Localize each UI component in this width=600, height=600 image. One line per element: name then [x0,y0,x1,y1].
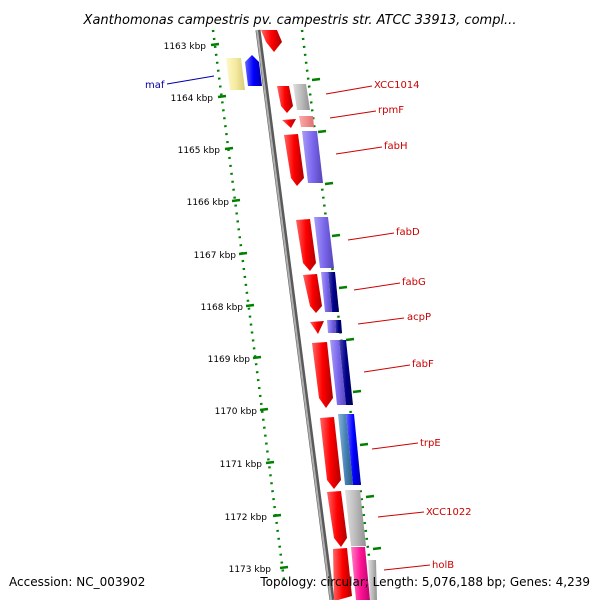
tick-label: 1171 kbp [220,460,263,470]
tick-1168: 1168 kbp [201,303,255,313]
map-title: Xanthomonas campestris pv. campestris st… [83,13,517,28]
gene-arrow-fabf-domain[interactable] [339,340,353,405]
gene-arrow-fabg-domain[interactable] [328,272,339,312]
gene-arrow-rpmf-rna[interactable] [299,116,314,127]
tick-label: 1169 kbp [208,355,251,365]
gene-arrow-holb-rna[interactable] [368,560,377,600]
tick-1163: 1163 kbp [164,42,220,52]
gene-arrow-fabd-protein[interactable] [314,217,334,268]
gene-arrow-trpe-protein[interactable] [338,414,353,485]
gene-arrow-holb[interactable] [333,548,352,600]
tick-1170: 1170 kbp [215,407,269,417]
gene-arrow-holb-protein[interactable] [351,547,370,600]
tick-1173: 1173 kbp [229,565,289,575]
tick-label: 1166 kbp [187,198,230,208]
gene-arrow-rpmf[interactable] [282,119,296,128]
gene-arrow-xcc1014-rna[interactable] [293,84,310,110]
gene-arrow-fabg-protein[interactable] [321,272,332,312]
tick-1169: 1169 kbp [208,355,262,365]
gene-arrow-acpp[interactable] [310,321,324,334]
tick-label: 1170 kbp [215,407,258,417]
gene-arrow-maf-yellow[interactable] [226,58,245,90]
gene-arrow-xcc1014[interactable] [277,86,293,113]
backbone [255,29,335,600]
tick-label: 1164 kbp [171,94,214,104]
gene-arrow-fabf-protein[interactable] [330,340,346,405]
gene-arrow-fabh-protein[interactable] [302,131,323,183]
tick-label: 1167 kbp [194,251,237,261]
tick-label: 1165 kbp [178,146,221,156]
tick-1167: 1167 kbp [194,251,248,261]
gene-label-fabd[interactable]: fabD [396,227,420,238]
gene-label-fabf[interactable]: fabF [412,359,434,370]
tick-1166: 1166 kbp [187,198,241,208]
scale-ticks: 1163 kbp 1164 kbp 1165 kbp 1166 kbp 1167… [164,42,382,575]
tick-1172: 1172 kbp [225,513,282,523]
gene-label-holb[interactable]: holB [432,560,454,571]
gene-label-maf[interactable]: maf [145,80,165,91]
gene-arrow-trpe[interactable] [320,417,341,489]
gene-arrow-acpp-domain[interactable] [335,320,342,333]
topology-text: Topology: circular; Length: 5,076,188 bp… [259,575,590,589]
gene-label-fabg[interactable]: fabG [402,277,426,288]
gene-label-acpp[interactable]: acpP [407,312,431,323]
accession-text: Accession: NC_003902 [9,575,145,589]
gene-arrow-fabf[interactable] [312,342,333,408]
gene-arrow-xcc1022-rna[interactable] [345,490,366,546]
gene-label-xcc1014[interactable]: XCC1014 [374,80,420,91]
tick-label: 1173 kbp [229,565,272,575]
gene-label-rpmf[interactable]: rpmF [378,105,404,116]
gene-arrow-fabd[interactable] [296,219,316,271]
gene-arrow[interactable] [261,30,282,52]
gene-arrow-xcc1022[interactable] [327,491,347,547]
gene-leader-lines [166,75,431,571]
tick-1164: 1164 kbp [171,94,227,104]
gene-label-trpe[interactable]: trpE [420,438,441,449]
tick-1171: 1171 kbp [220,460,275,470]
gene-features [226,30,377,600]
gene-label-xcc1022[interactable]: XCC1022 [426,507,472,518]
gene-arrow-fabh[interactable] [284,134,304,186]
gene-label-fabh[interactable]: fabH [384,141,408,152]
tick-1165: 1165 kbp [178,146,234,156]
gene-labels: maf XCC1014 rpmF fabH fabD fabG acpP fab… [145,80,472,571]
tick-label: 1163 kbp [164,42,207,52]
gene-arrow-maf[interactable] [245,55,262,86]
tick-label: 1172 kbp [225,513,268,523]
gene-arrow-trpe-domain[interactable] [346,414,361,485]
tick-label: 1168 kbp [201,303,244,313]
gene-arrow-fabg[interactable] [303,274,322,313]
gene-arrow-acpp-protein[interactable] [327,320,336,333]
